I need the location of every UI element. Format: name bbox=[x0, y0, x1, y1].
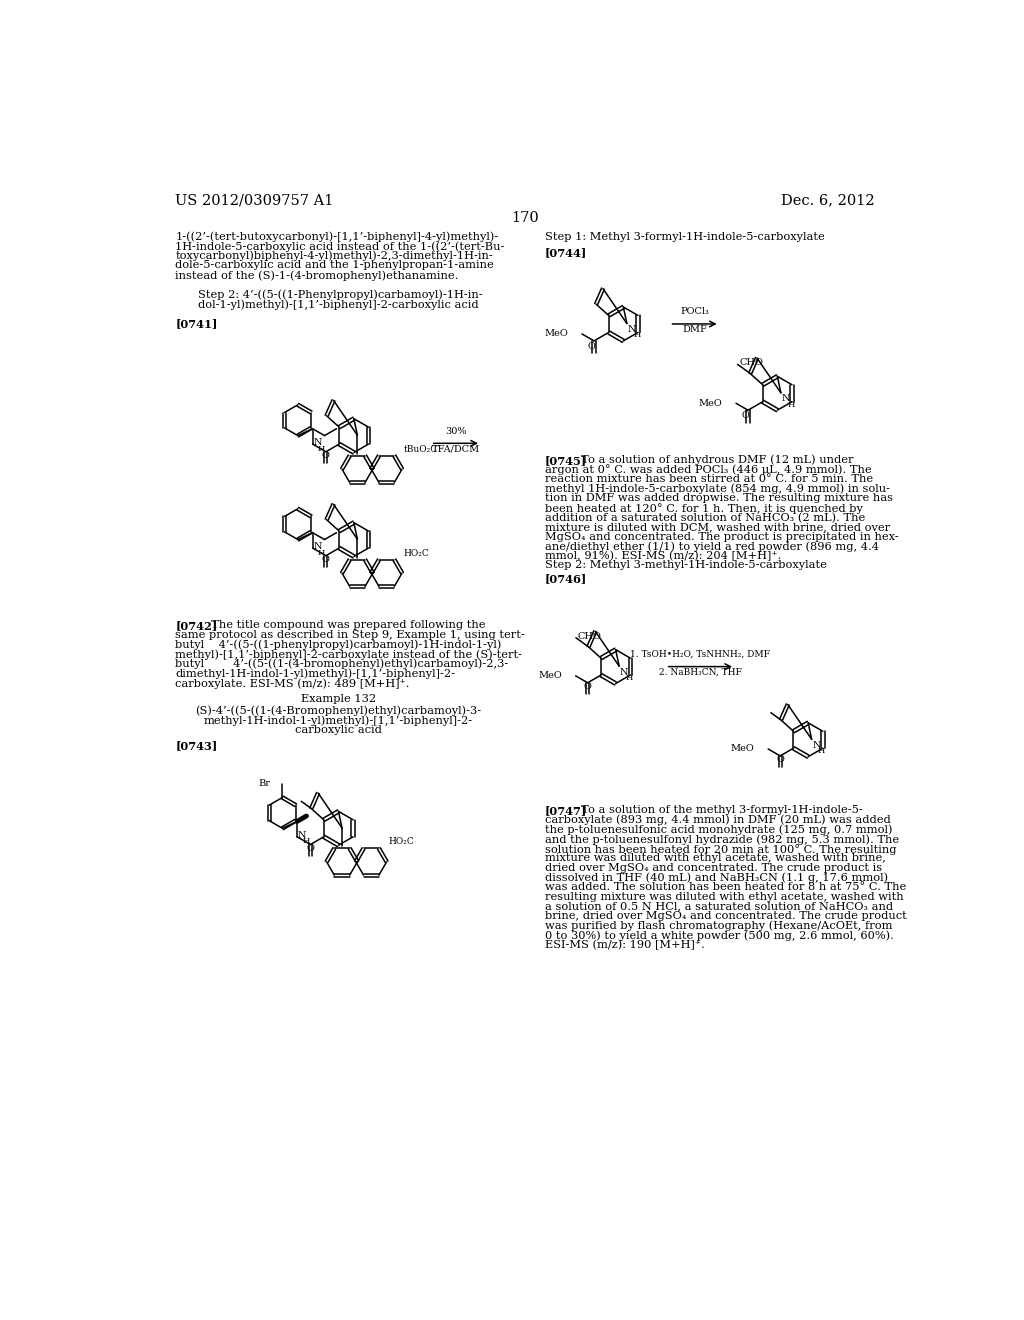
Text: To a solution of the methyl 3-formyl-1H-indole-5-: To a solution of the methyl 3-formyl-1H-… bbox=[574, 805, 863, 816]
Text: O: O bbox=[322, 556, 330, 564]
Text: the p-toluenesulfonic acid monohydrate (125 mg, 0.7 mmol): the p-toluenesulfonic acid monohydrate (… bbox=[545, 825, 892, 836]
Text: CHO: CHO bbox=[578, 632, 601, 640]
Text: O: O bbox=[776, 755, 784, 764]
Text: been heated at 120° C. for 1 h. Then, it is quenched by: been heated at 120° C. for 1 h. Then, it… bbox=[545, 503, 862, 513]
Text: O: O bbox=[588, 342, 596, 351]
Text: O: O bbox=[741, 412, 750, 420]
Text: H: H bbox=[626, 675, 633, 682]
Text: CHO: CHO bbox=[739, 358, 763, 367]
Text: resulting mixture was diluted with ethyl acetate, washed with: resulting mixture was diluted with ethyl… bbox=[545, 892, 903, 902]
Text: carboxylate (893 mg, 4.4 mmol) in DMF (20 mL) was added: carboxylate (893 mg, 4.4 mmol) in DMF (2… bbox=[545, 814, 891, 825]
Text: N: N bbox=[313, 438, 322, 447]
Text: butyl        4’-((5-((1-(4-bromophenyl)ethyl)carbamoyl)-2,3-: butyl 4’-((5-((1-(4-bromophenyl)ethyl)ca… bbox=[175, 659, 509, 669]
Text: HO₂C: HO₂C bbox=[403, 549, 429, 557]
Text: [0742]: [0742] bbox=[175, 620, 217, 631]
Text: tion in DMF was added dropwise. The resulting mixture has: tion in DMF was added dropwise. The resu… bbox=[545, 494, 893, 503]
Text: N: N bbox=[620, 668, 629, 677]
Text: toxycarbonyl)biphenyl-4-yl)methyl)-2,3-dimethyl-1H-in-: toxycarbonyl)biphenyl-4-yl)methyl)-2,3-d… bbox=[175, 251, 493, 261]
Text: (S)-4’-((5-((1-(4-Bromophenyl)ethyl)carbamoyl)-3-: (S)-4’-((5-((1-(4-Bromophenyl)ethyl)carb… bbox=[196, 705, 481, 715]
Text: DMF: DMF bbox=[682, 326, 707, 334]
Text: H: H bbox=[787, 400, 795, 409]
Text: 0 to 30%) to yield a white powder (500 mg, 2.6 mmol, 60%).: 0 to 30%) to yield a white powder (500 m… bbox=[545, 931, 894, 941]
Text: butyl    4’-((5-((1-phenylpropyl)carbamoyl)-1H-indol-1-yl): butyl 4’-((5-((1-phenylpropyl)carbamoyl)… bbox=[175, 640, 502, 651]
Text: 170: 170 bbox=[511, 211, 539, 224]
Text: tBuO₂C: tBuO₂C bbox=[403, 445, 437, 454]
Text: [0744]: [0744] bbox=[545, 247, 587, 257]
Text: [0746]: [0746] bbox=[545, 573, 587, 583]
Text: mixture is diluted with DCM, washed with brine, dried over: mixture is diluted with DCM, washed with… bbox=[545, 523, 890, 532]
Text: N: N bbox=[313, 543, 322, 550]
Text: dissolved in THF (40 mL) and NaBH₃CN (1.1 g, 17.6 mmol): dissolved in THF (40 mL) and NaBH₃CN (1.… bbox=[545, 873, 888, 883]
Text: was purified by flash chromatography (Hexane/AcOEt, from: was purified by flash chromatography (He… bbox=[545, 921, 892, 932]
Text: 2. NaBH₃CN, THF: 2. NaBH₃CN, THF bbox=[658, 668, 741, 677]
Text: argon at 0° C. was added POCl₃ (446 μL, 4.9 mmol). The: argon at 0° C. was added POCl₃ (446 μL, … bbox=[545, 465, 871, 475]
Text: mixture was diluted with ethyl acetate, washed with brine,: mixture was diluted with ethyl acetate, … bbox=[545, 853, 886, 863]
Text: Step 2: 4’-((5-((1-Phenylpropyl)carbamoyl)-1H-in-: Step 2: 4’-((5-((1-Phenylpropyl)carbamoy… bbox=[199, 289, 483, 300]
Text: MeO: MeO bbox=[538, 672, 562, 680]
Text: methyl-1H-indol-1-yl)methyl)-[1,1’-biphenyl]-2-: methyl-1H-indol-1-yl)methyl)-[1,1’-biphe… bbox=[204, 715, 473, 726]
Text: MeO: MeO bbox=[730, 744, 755, 754]
Text: O: O bbox=[306, 843, 314, 853]
Text: solution has been heated for 20 min at 100° C. The resulting: solution has been heated for 20 min at 1… bbox=[545, 843, 896, 854]
Text: methyl 1H-indole-5-carboxylate (854 mg, 4.9 mmol) in solu-: methyl 1H-indole-5-carboxylate (854 mg, … bbox=[545, 483, 890, 494]
Text: 1H-indole-5-carboxylic acid instead of the 1-((2’-(tert-Bu-: 1H-indole-5-carboxylic acid instead of t… bbox=[175, 242, 505, 252]
Text: Step 2: Methyl 3-methyl-1H-indole-5-carboxylate: Step 2: Methyl 3-methyl-1H-indole-5-carb… bbox=[545, 561, 826, 570]
Text: reaction mixture has been stirred at 0° C. for 5 min. The: reaction mixture has been stirred at 0° … bbox=[545, 474, 872, 484]
Text: was added. The solution has been heated for 8 h at 75° C. The: was added. The solution has been heated … bbox=[545, 882, 906, 892]
Text: MeO: MeO bbox=[698, 399, 722, 408]
Text: dimethyl-1H-indol-1-yl)methyl)-[1,1’-biphenyl]-2-: dimethyl-1H-indol-1-yl)methyl)-[1,1’-bip… bbox=[175, 668, 456, 678]
Text: Dec. 6, 2012: Dec. 6, 2012 bbox=[780, 193, 874, 207]
Text: dol-1-yl)methyl)-[1,1’-biphenyl]-2-carboxylic acid: dol-1-yl)methyl)-[1,1’-biphenyl]-2-carbo… bbox=[199, 300, 479, 310]
Text: POCl₃: POCl₃ bbox=[680, 308, 709, 317]
Text: 1. TsOH•H₂O, TsNHNH₂, DMF: 1. TsOH•H₂O, TsNHNH₂, DMF bbox=[631, 649, 770, 659]
Text: 1-((2’-(tert-butoxycarbonyl)-[1,1’-biphenyl]-4-yl)methyl)-: 1-((2’-(tert-butoxycarbonyl)-[1,1’-biphe… bbox=[175, 231, 499, 242]
Text: Example 132: Example 132 bbox=[301, 693, 376, 704]
Text: dried over MgSO₄ and concentrated. The crude product is: dried over MgSO₄ and concentrated. The c… bbox=[545, 863, 882, 873]
Text: brine, dried over MgSO₄ and concentrated. The crude product: brine, dried over MgSO₄ and concentrated… bbox=[545, 911, 906, 921]
Text: ESI-MS (m/z): 190 [M+H]⁺.: ESI-MS (m/z): 190 [M+H]⁺. bbox=[545, 940, 705, 950]
Text: HO₂C: HO₂C bbox=[388, 837, 414, 846]
Text: N: N bbox=[812, 741, 821, 750]
Text: MgSO₄ and concentrated. The product is precipitated in hex-: MgSO₄ and concentrated. The product is p… bbox=[545, 532, 898, 541]
Text: To a solution of anhydrous DMF (12 mL) under: To a solution of anhydrous DMF (12 mL) u… bbox=[574, 455, 854, 466]
Text: methyl)-[1,1’-biphenyl]-2-carboxylate instead of the (S)-tert-: methyl)-[1,1’-biphenyl]-2-carboxylate in… bbox=[175, 649, 522, 660]
Text: a solution of 0.5 N HCl, a saturated solution of NaHCO₃ and: a solution of 0.5 N HCl, a saturated sol… bbox=[545, 902, 893, 911]
Text: same protocol as described in Step 9, Example 1, using tert-: same protocol as described in Step 9, Ex… bbox=[175, 630, 525, 640]
Text: N: N bbox=[628, 325, 636, 334]
Text: addition of a saturated solution of NaHCO₃ (2 mL). The: addition of a saturated solution of NaHC… bbox=[545, 512, 865, 523]
Text: H: H bbox=[302, 837, 310, 845]
Text: mmol, 91%). ESI-MS (m/z): 204 [M+H]⁺.: mmol, 91%). ESI-MS (m/z): 204 [M+H]⁺. bbox=[545, 552, 781, 561]
Text: Br: Br bbox=[259, 779, 271, 788]
Text: [0745]: [0745] bbox=[545, 455, 587, 466]
Text: N: N bbox=[781, 395, 791, 404]
Text: TFA/DCM: TFA/DCM bbox=[432, 445, 480, 454]
Text: H: H bbox=[317, 445, 326, 453]
Text: Step 1: Methyl 3-formyl-1H-indole-5-carboxylate: Step 1: Methyl 3-formyl-1H-indole-5-carb… bbox=[545, 231, 824, 242]
Text: H: H bbox=[633, 331, 640, 339]
Text: MeO: MeO bbox=[545, 330, 568, 338]
Text: [0747]: [0747] bbox=[545, 805, 587, 816]
Text: N: N bbox=[298, 830, 306, 840]
Text: H: H bbox=[818, 747, 825, 755]
Text: The title compound was prepared following the: The title compound was prepared followin… bbox=[205, 620, 486, 631]
Text: H: H bbox=[317, 549, 326, 557]
Text: 30%: 30% bbox=[445, 426, 467, 436]
Text: dole-5-carboxylic acid and the 1-phenylpropan-1-amine: dole-5-carboxylic acid and the 1-phenylp… bbox=[175, 260, 494, 271]
Text: ane/diethyl ether (1/1) to yield a red powder (896 mg, 4.4: ane/diethyl ether (1/1) to yield a red p… bbox=[545, 541, 879, 552]
Text: O: O bbox=[322, 451, 330, 461]
Text: O: O bbox=[584, 682, 592, 692]
Text: instead of the (S)-1-(4-bromophenyl)ethanamine.: instead of the (S)-1-(4-bromophenyl)etha… bbox=[175, 271, 459, 281]
Text: US 2012/0309757 A1: US 2012/0309757 A1 bbox=[175, 193, 334, 207]
Text: carboxylate. ESI-MS (m/z): 489 [M+H]⁺.: carboxylate. ESI-MS (m/z): 489 [M+H]⁺. bbox=[175, 678, 410, 689]
Text: carboxylic acid: carboxylic acid bbox=[295, 725, 382, 735]
Text: [0743]: [0743] bbox=[175, 739, 217, 751]
Text: [0741]: [0741] bbox=[175, 318, 217, 329]
Text: and the p-toluenesulfonyl hydrazide (982 mg, 5.3 mmol). The: and the p-toluenesulfonyl hydrazide (982… bbox=[545, 834, 899, 845]
